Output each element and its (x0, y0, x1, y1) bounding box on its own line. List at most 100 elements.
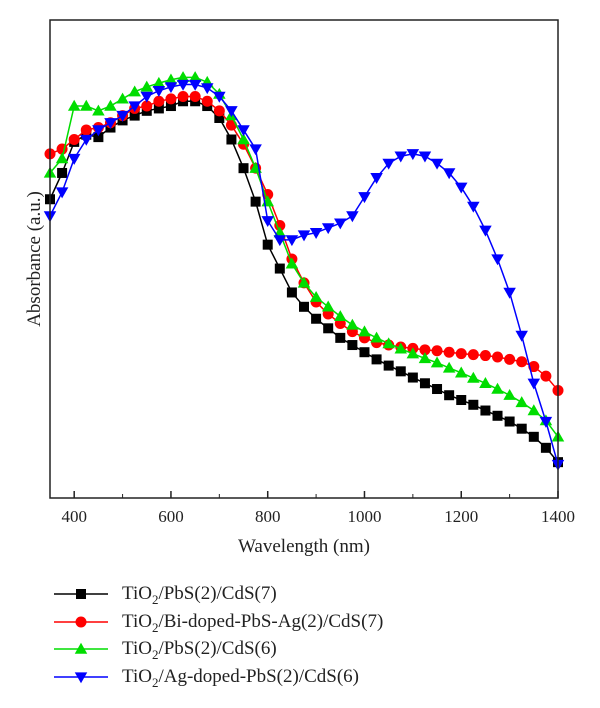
data-point (261, 216, 274, 228)
legend-label: TiO2/Ag-doped-PbS(2)/CdS(6) (122, 665, 360, 690)
legend-item: TiO2/PbS(2)/CdS(6) (50, 637, 570, 662)
data-point (177, 90, 189, 102)
data-point (237, 125, 250, 137)
plot-frame (49, 19, 559, 499)
data-point (504, 353, 516, 365)
data-point (479, 377, 492, 388)
data-point (371, 354, 382, 365)
x-tick-label: 400 (61, 507, 87, 526)
data-point (164, 73, 178, 85)
legend-label: TiO2/PbS(2)/CdS(7) (122, 583, 277, 607)
data-point (370, 331, 383, 343)
data-point (346, 211, 359, 223)
data-point (189, 90, 201, 102)
data-point (492, 351, 504, 363)
data-point (274, 263, 285, 274)
data-point (226, 134, 237, 145)
data-point (311, 313, 322, 324)
data-point (382, 337, 395, 349)
data-point (225, 119, 237, 131)
data-point (503, 388, 516, 400)
data-point (515, 396, 528, 408)
data-point (297, 230, 311, 242)
legend-marker (75, 616, 87, 627)
data-point (382, 158, 395, 170)
data-point (394, 151, 408, 163)
data-point (347, 340, 358, 351)
data-point (419, 378, 430, 389)
data-point (334, 310, 347, 322)
data-point (116, 92, 129, 104)
data-point (432, 384, 443, 395)
data-point (321, 223, 335, 235)
data-point (358, 325, 371, 337)
data-point (407, 372, 418, 383)
data-point (334, 218, 347, 230)
data-point (128, 85, 141, 97)
data-point (468, 399, 479, 410)
data-point (467, 349, 479, 361)
x-tick-label: 1400 (541, 507, 575, 526)
data-point (285, 235, 299, 247)
data-point (358, 192, 371, 204)
data-point (164, 82, 178, 94)
data-point (225, 106, 238, 118)
data-point (237, 133, 250, 145)
data-point (297, 276, 311, 288)
data-point (141, 100, 153, 112)
data-point (176, 71, 190, 83)
data-point (528, 361, 540, 373)
data-point (80, 124, 92, 136)
data-point (273, 235, 287, 247)
data-point (140, 91, 154, 103)
data-point (454, 182, 468, 194)
data-point (285, 257, 299, 269)
data-point (321, 300, 335, 312)
data-point (455, 348, 467, 360)
data-point (527, 404, 541, 416)
x-axis-label: Wavelength (nm) (238, 536, 370, 557)
series-3 (43, 71, 565, 442)
data-point (213, 91, 226, 103)
data-point (503, 287, 516, 299)
data-point (467, 201, 480, 213)
legend-swatch (54, 671, 108, 683)
data-point (286, 287, 297, 298)
data-point (67, 153, 81, 165)
data-point (55, 187, 69, 199)
data-point (346, 318, 359, 330)
data-point (370, 173, 383, 184)
series-4 (43, 79, 565, 471)
data-point (165, 101, 176, 112)
data-point (67, 99, 81, 111)
series-line (49, 76, 559, 438)
series-line (49, 95, 559, 391)
data-point (418, 151, 432, 163)
data-point (188, 71, 202, 83)
data-point (176, 79, 190, 91)
data-point (383, 360, 394, 371)
legend-label: TiO2/PbS(2)/CdS(6) (122, 638, 277, 662)
data-point (262, 239, 273, 250)
data-point (153, 103, 164, 114)
data-point (504, 416, 515, 427)
data-point (309, 290, 323, 302)
y-axis-label: Absorbance (a.u.) (24, 191, 45, 327)
data-point (395, 366, 406, 377)
data-point (201, 95, 213, 107)
data-point (444, 390, 455, 401)
data-point (323, 323, 334, 334)
data-point (406, 149, 420, 161)
series-layer (43, 71, 565, 471)
data-point (104, 99, 117, 111)
legend-marker (74, 642, 88, 654)
data-point (214, 112, 225, 123)
data-point (274, 220, 286, 232)
data-point (430, 356, 444, 368)
data-point (418, 352, 432, 364)
data-point (430, 158, 444, 170)
data-point (165, 93, 177, 105)
data-point (153, 95, 165, 107)
data-point (152, 76, 166, 88)
